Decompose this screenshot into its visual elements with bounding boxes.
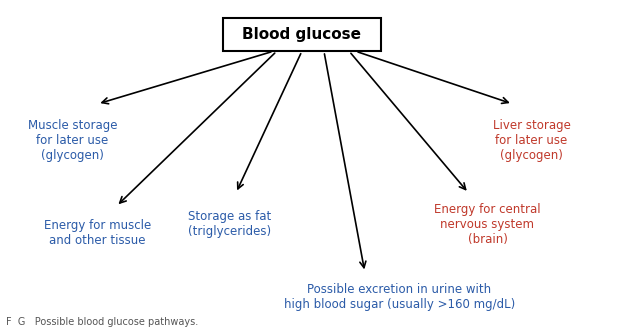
Text: Muscle storage
for later use
(glycogen): Muscle storage for later use (glycogen) [28, 119, 117, 162]
Text: F  G   Possible blood glucose pathways.: F G Possible blood glucose pathways. [6, 317, 199, 327]
Text: Blood glucose: Blood glucose [242, 27, 362, 42]
Text: Possible excretion in urine with
high blood sugar (usually >160 mg/dL): Possible excretion in urine with high bl… [284, 283, 515, 311]
Text: Energy for muscle
and other tissue: Energy for muscle and other tissue [44, 219, 151, 247]
FancyBboxPatch shape [223, 18, 381, 51]
Text: Liver storage
for later use
(glycogen): Liver storage for later use (glycogen) [493, 119, 571, 162]
Text: Energy for central
nervous system
(brain): Energy for central nervous system (brain… [434, 203, 541, 246]
Text: Storage as fat
(triglycerides): Storage as fat (triglycerides) [188, 211, 271, 238]
